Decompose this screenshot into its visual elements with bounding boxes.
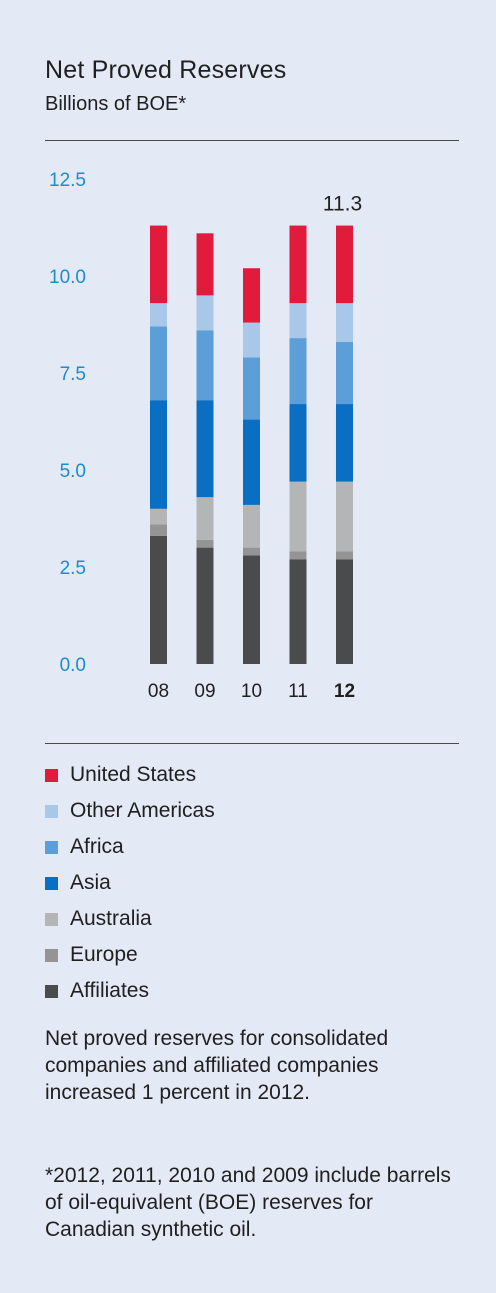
legend-swatch xyxy=(45,840,58,854)
legend-swatch xyxy=(45,948,58,962)
legend-item-affiliates: Affiliates xyxy=(45,973,215,1009)
bar-segment-australia-11 xyxy=(289,481,307,552)
total-value-label: 11.3 xyxy=(323,193,362,216)
legend-item-europe: Europe xyxy=(45,937,215,973)
legend-label: Affiliates xyxy=(70,979,149,1002)
legend-label: Asia xyxy=(70,871,111,894)
bar-segment-africa-11 xyxy=(289,338,307,405)
legend-item-australia: Australia xyxy=(45,901,215,937)
bar-segment-africa-08 xyxy=(150,326,167,401)
bar-segment-asia-10 xyxy=(243,419,260,505)
bar-segment-europe-10 xyxy=(243,547,260,556)
bar-segment-africa-10 xyxy=(243,357,260,420)
bar-segment-affiliates-10 xyxy=(243,555,260,664)
bar-segment-australia-10 xyxy=(243,504,260,548)
bar-segment-asia-09 xyxy=(196,400,214,498)
bar-segment-australia-12 xyxy=(336,481,353,552)
bar-segment-united-states-08 xyxy=(150,225,167,304)
x-tick-label: 09 xyxy=(194,681,215,702)
bar-segment-other-americas-12 xyxy=(336,303,353,342)
legend-item-asia: Asia xyxy=(45,865,215,901)
x-tick-label: 10 xyxy=(241,681,262,702)
summary-note: Net proved reserves for consolidated com… xyxy=(45,1027,389,1104)
legend-label: Europe xyxy=(70,943,138,966)
bar-segment-affiliates-11 xyxy=(289,559,307,664)
y-tick-label: 12.5 xyxy=(49,170,86,191)
y-tick-label: 7.5 xyxy=(60,364,86,385)
legend-swatch xyxy=(45,804,58,818)
bar-segment-asia-08 xyxy=(150,400,167,509)
bar-segment-united-states-10 xyxy=(243,268,260,323)
legend-item-united-states: United States xyxy=(45,757,215,793)
bar-segment-affiliates-12 xyxy=(336,559,353,664)
bar-segment-united-states-11 xyxy=(289,225,307,304)
bar-segment-europe-11 xyxy=(289,551,307,560)
bar-segment-asia-11 xyxy=(289,404,307,482)
bar-segment-united-states-09 xyxy=(196,233,214,296)
stacked-bar-chart: 12.5 10.0 7.5 5.0 2.5 0.0 08 09 10 11 12 11.3 xyxy=(49,170,362,702)
bar-segment-affiliates-08 xyxy=(150,535,167,664)
bar-segment-asia-12 xyxy=(336,404,353,482)
bar-segment-europe-08 xyxy=(150,524,167,536)
y-tick-label: 5.0 xyxy=(60,461,86,482)
bar-segment-europe-09 xyxy=(196,539,214,548)
chart-subtitle: Billions of BOE* xyxy=(45,93,187,115)
legend-label: Australia xyxy=(70,907,152,930)
legend-label: United States xyxy=(70,763,197,786)
bar-segment-united-states-12 xyxy=(336,225,353,304)
legend-swatch xyxy=(45,768,58,782)
legend-label: Other Americas xyxy=(70,799,215,822)
legend-item-africa: Africa xyxy=(45,829,215,865)
x-tick-label: 08 xyxy=(148,681,169,702)
y-tick-label: 2.5 xyxy=(60,558,86,579)
y-tick-label: 10.0 xyxy=(49,267,86,288)
bar-segment-australia-08 xyxy=(150,508,167,525)
bar-segment-africa-12 xyxy=(336,341,353,405)
legend-label: Africa xyxy=(70,835,124,858)
footnote: *2012, 2011, 2010 and 2009 include barre… xyxy=(45,1164,451,1241)
legend-swatch xyxy=(45,912,58,926)
bar-segment-affiliates-09 xyxy=(196,547,214,664)
legend-swatch xyxy=(45,984,58,998)
legend-divider xyxy=(45,743,459,744)
legend-item-other-americas: Other Americas xyxy=(45,793,215,829)
bar-segment-europe-12 xyxy=(336,551,353,560)
bar-segment-other-americas-08 xyxy=(150,303,167,327)
legend-swatch xyxy=(45,876,58,890)
bar-segment-other-americas-11 xyxy=(289,303,307,339)
top-divider xyxy=(45,140,459,141)
bar-segment-africa-09 xyxy=(196,330,214,401)
x-tick-label: 12 xyxy=(334,681,355,702)
chart-legend: United States Other Americas Africa Asia Aus… xyxy=(45,757,215,1009)
bar-segment-other-americas-10 xyxy=(243,322,260,358)
bar-segment-other-americas-09 xyxy=(196,295,214,331)
y-tick-label: 0.0 xyxy=(60,655,86,676)
chart-title: Net Proved Reserves xyxy=(45,56,287,84)
x-tick-label: 11 xyxy=(288,681,308,702)
bar-segment-australia-09 xyxy=(196,497,214,540)
